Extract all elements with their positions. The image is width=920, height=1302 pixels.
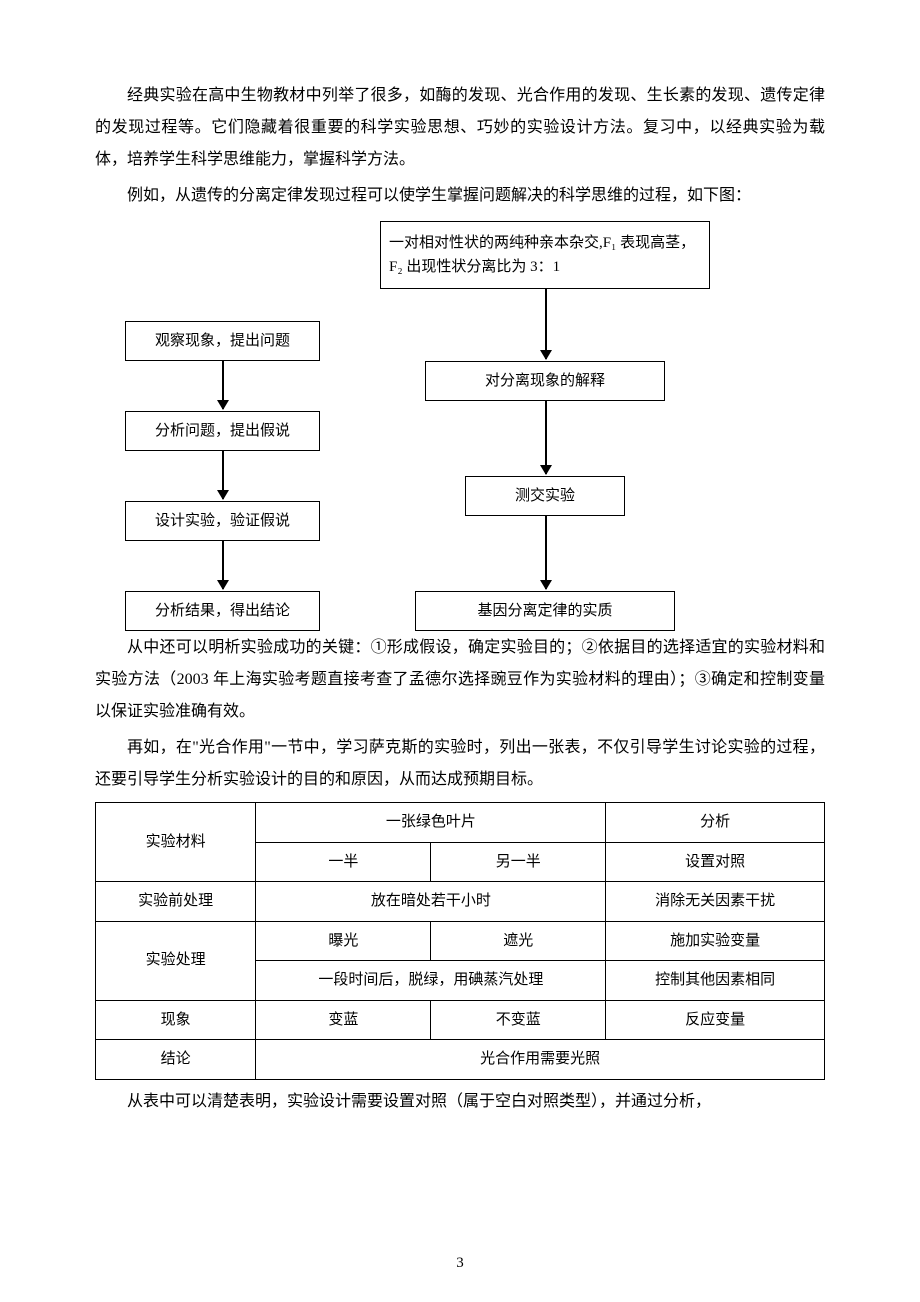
cell-response: 反应变量 xyxy=(606,1000,825,1040)
table-row: 结论 光合作用需要光照 xyxy=(96,1040,825,1080)
table-row: 实验处理 曝光 遮光 施加实验变量 xyxy=(96,921,825,961)
flow-node-explain: 对分离现象的解释 xyxy=(425,361,665,401)
cell-same: 控制其他因素相同 xyxy=(606,961,825,1001)
cell-half2: 另一半 xyxy=(431,842,606,882)
paragraph-1: 经典实验在高中生物教材中列举了很多，如酶的发现、光合作用的发现、生长素的发现、遗… xyxy=(95,80,825,176)
paragraph-4: 再如，在"光合作用"一节中，学习萨克斯的实验时，列出一张表，不仅引导学生讨论实验… xyxy=(95,732,825,796)
cell-blue: 变蓝 xyxy=(256,1000,431,1040)
cell-control: 设置对照 xyxy=(606,842,825,882)
cell-variable: 施加实验变量 xyxy=(606,921,825,961)
cell-treat-label: 实验处理 xyxy=(96,921,256,1000)
cell-phenomenon-label: 现象 xyxy=(96,1000,256,1040)
cell-shade: 遮光 xyxy=(431,921,606,961)
experiment-table: 实验材料 一张绿色叶片 分析 一半 另一半 设置对照 实验前处理 放在暗处若干小… xyxy=(95,802,825,1080)
table-row: 现象 变蓝 不变蓝 反应变量 xyxy=(96,1000,825,1040)
cell-conclusion: 光合作用需要光照 xyxy=(256,1040,825,1080)
arrow-right-1 xyxy=(545,289,547,359)
cell-notblue: 不变蓝 xyxy=(431,1000,606,1040)
table-row: 实验材料 一张绿色叶片 分析 xyxy=(96,803,825,843)
arrow-right-3 xyxy=(545,516,547,589)
paragraph-2: 例如，从遗传的分离定律发现过程可以使学生掌握问题解决的科学思维的过程，如下图： xyxy=(95,180,825,212)
cell-expose: 曝光 xyxy=(256,921,431,961)
flow-node-design: 设计实验，验证假说 xyxy=(125,501,320,541)
flowchart-container: 观察现象，提出问题 分析问题，提出假说 设计实验，验证假说 分析结果，得出结论 … xyxy=(95,216,825,626)
paragraph-3: 从中还可以明析实验成功的关键：①形成假设，确定实验目的；②依据目的选择适宜的实验… xyxy=(95,632,825,728)
cell-eliminate: 消除无关因素干扰 xyxy=(606,882,825,922)
flow-node-conclude: 分析结果，得出结论 xyxy=(125,591,320,631)
arrow-left-3 xyxy=(222,541,224,589)
arrow-right-2 xyxy=(545,401,547,474)
arrow-left-2 xyxy=(222,451,224,499)
flow-node-analyze: 分析问题，提出假说 xyxy=(125,411,320,451)
arrow-left-1 xyxy=(222,361,224,409)
flow-node-cross: 一对相对性状的两纯种亲本杂交,F₁ 表现高茎，F₂ 出现性状分离比为 3：1 xyxy=(380,221,710,289)
flow-node-testcross: 测交实验 xyxy=(465,476,625,516)
flow-node-essence: 基因分离定律的实质 xyxy=(415,591,675,631)
cell-analysis-header: 分析 xyxy=(606,803,825,843)
cell-dark: 放在暗处若干小时 xyxy=(256,882,606,922)
cell-conclusion-label: 结论 xyxy=(96,1040,256,1080)
flow-node-observe: 观察现象，提出问题 xyxy=(125,321,320,361)
cell-half1: 一半 xyxy=(256,842,431,882)
cell-leaf: 一张绿色叶片 xyxy=(256,803,606,843)
page-number: 3 xyxy=(0,1255,920,1272)
cell-pre-label: 实验前处理 xyxy=(96,882,256,922)
cell-iodine: 一段时间后，脱绿，用碘蒸汽处理 xyxy=(256,961,606,1001)
cell-material-label: 实验材料 xyxy=(96,803,256,882)
table-row: 实验前处理 放在暗处若干小时 消除无关因素干扰 xyxy=(96,882,825,922)
paragraph-5: 从表中可以清楚表明，实验设计需要设置对照（属于空白对照类型），并通过分析， xyxy=(95,1086,825,1118)
